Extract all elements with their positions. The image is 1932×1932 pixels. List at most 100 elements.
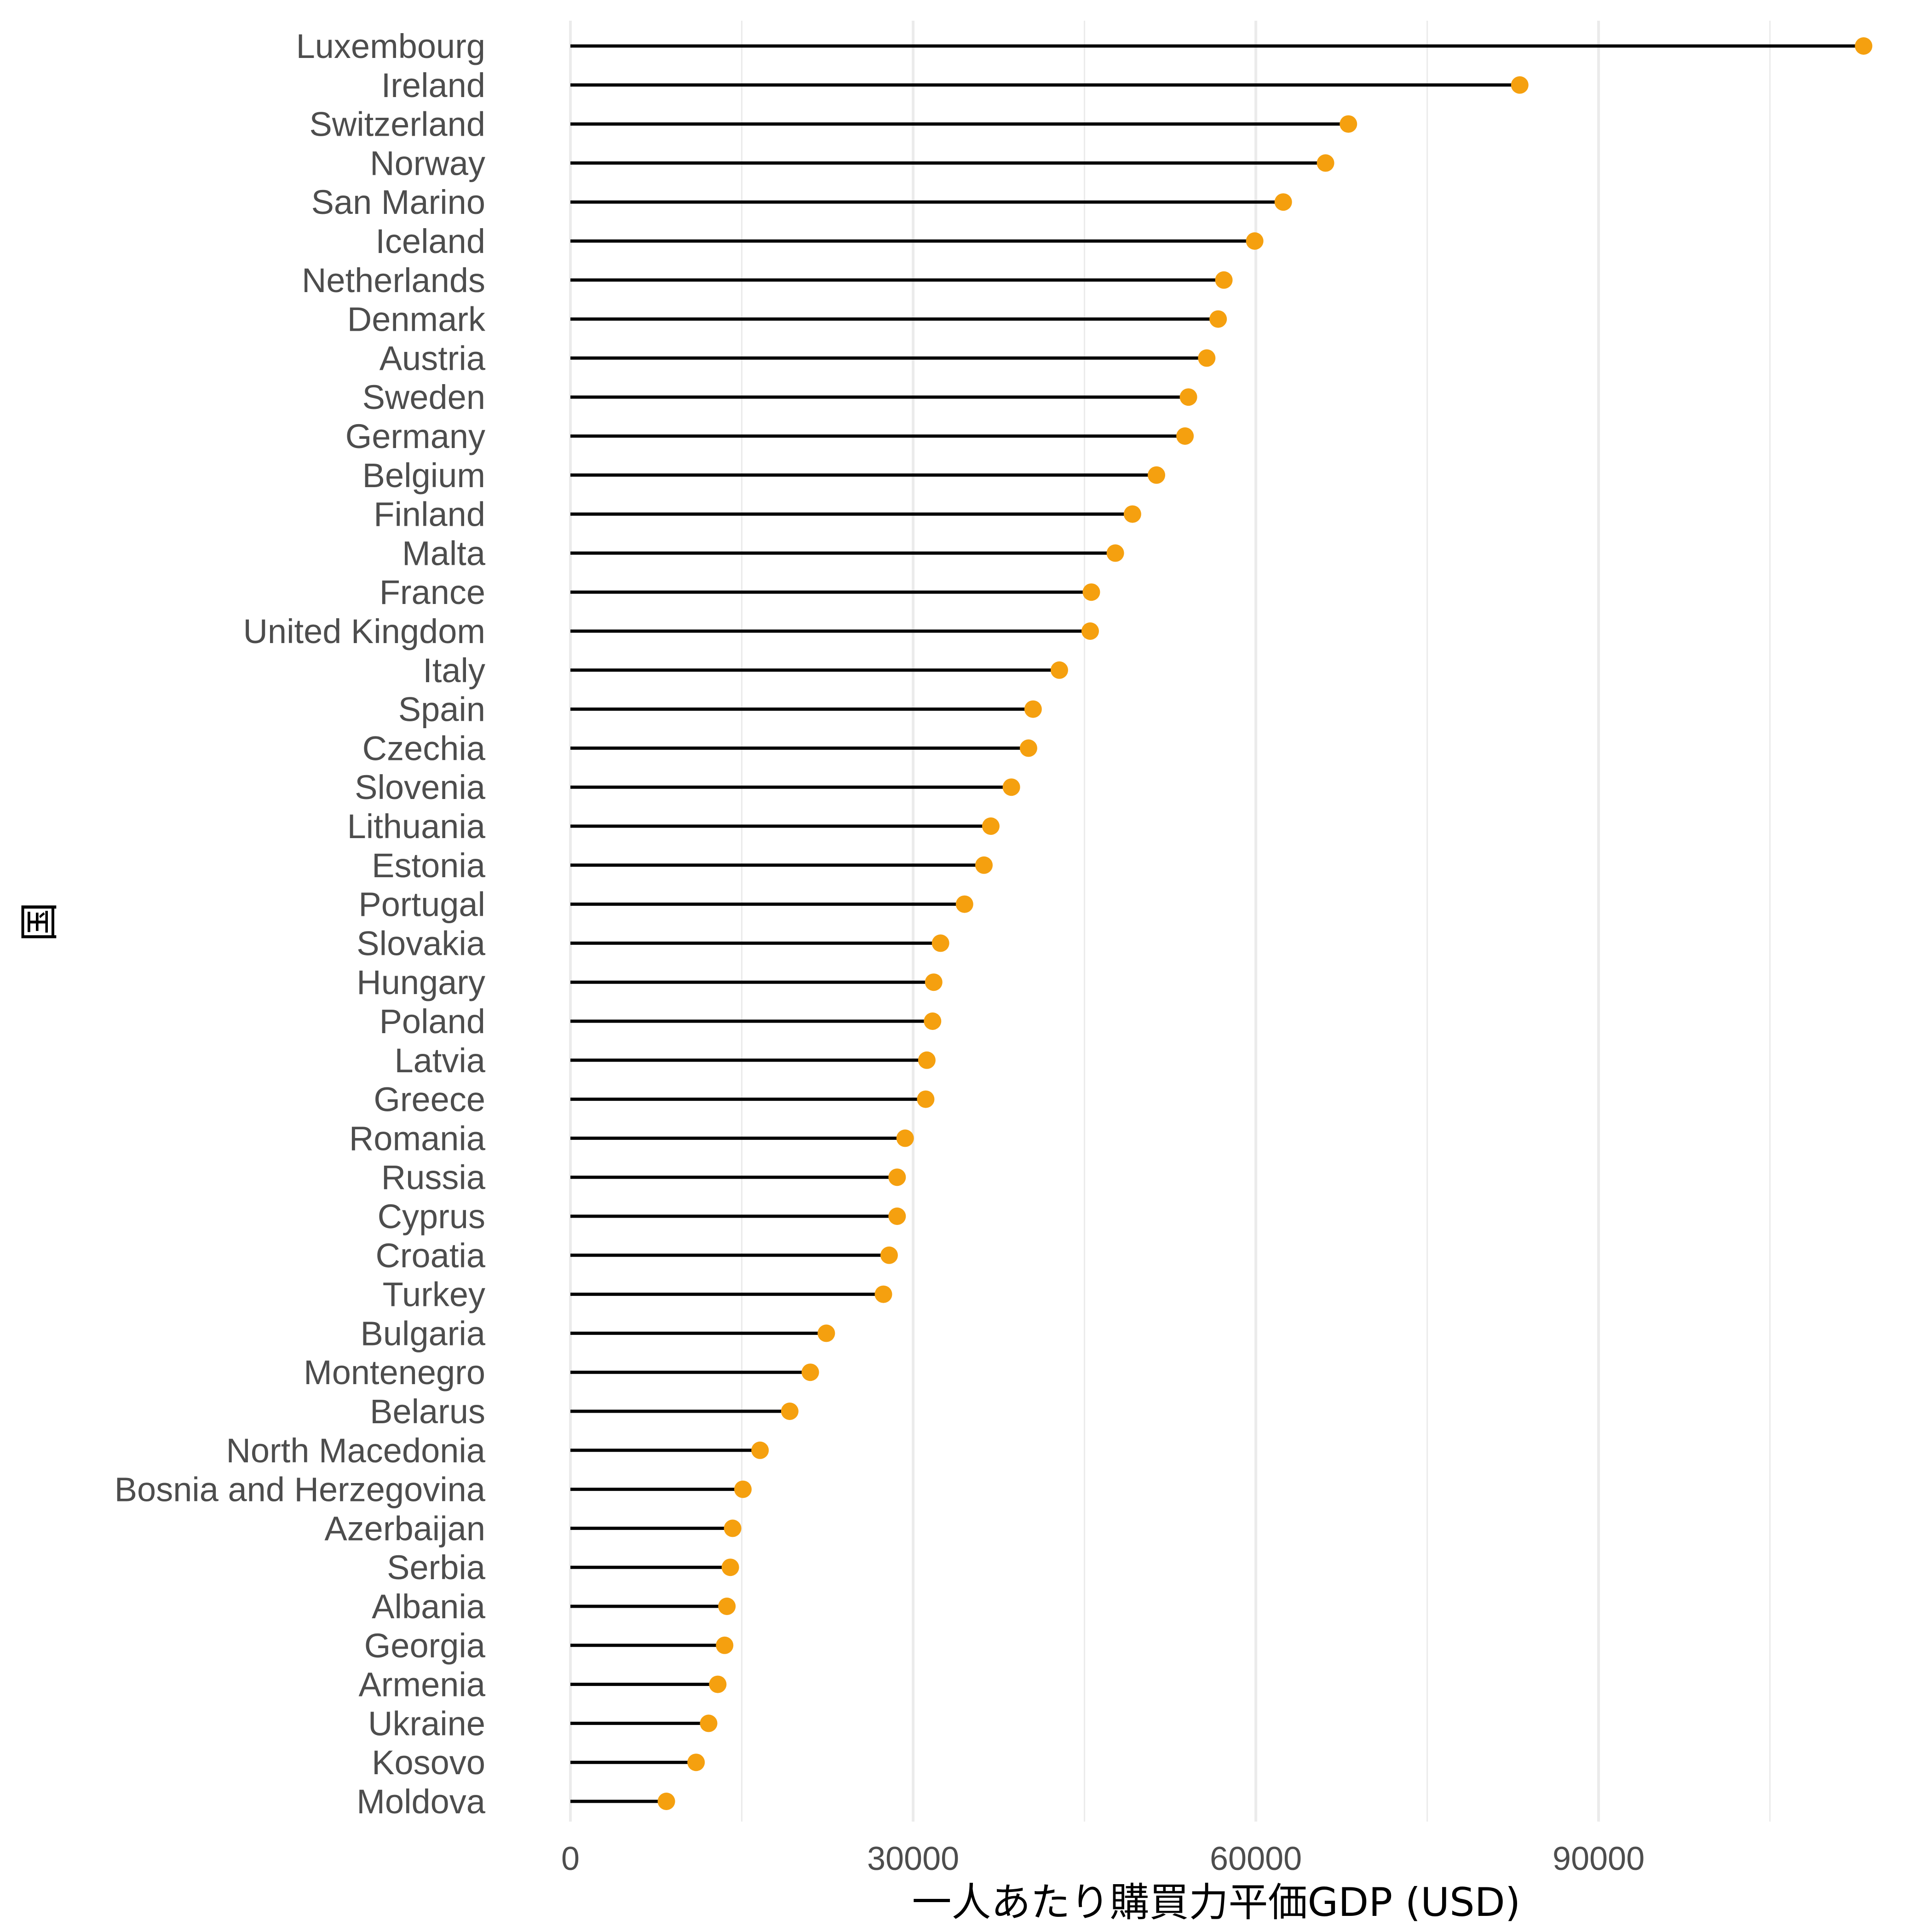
- stems: [570, 44, 1864, 1803]
- lollipop-point: [1855, 37, 1873, 55]
- x-tick-label: 60000: [1210, 1840, 1302, 1877]
- y-tick-label: Russia: [381, 1158, 486, 1196]
- lollipop-point: [1082, 583, 1100, 601]
- lollipop-point: [1050, 661, 1068, 679]
- y-tick-label: Moldova: [356, 1782, 486, 1821]
- y-tick-label: Lithuania: [347, 807, 486, 845]
- lollipop-point: [734, 1480, 752, 1498]
- x-tick-labels: 0 30000 60000 90000: [561, 1840, 1644, 1877]
- lollipop-point: [924, 1012, 942, 1030]
- lollipop-point: [1123, 505, 1141, 523]
- y-tick-label: Switzerland: [309, 105, 485, 144]
- y-tick-label: Spain: [398, 690, 485, 729]
- y-tick-label: Cyprus: [378, 1197, 485, 1236]
- y-tick-label: Portugal: [358, 886, 485, 924]
- lollipop-point: [1081, 622, 1099, 640]
- lollipop-point: [1246, 232, 1264, 250]
- y-tick-label: Ireland: [381, 66, 485, 104]
- lollipop-point: [709, 1675, 727, 1693]
- y-tick-label: Bosnia and Herzegovina: [115, 1471, 486, 1509]
- lollipop-point: [1106, 544, 1124, 562]
- y-tick-label: San Marino: [311, 183, 485, 221]
- lollipop-point: [982, 817, 1000, 835]
- lollipop-point: [925, 973, 943, 991]
- lollipop-point: [874, 1285, 892, 1303]
- lollipop-point: [781, 1403, 799, 1420]
- y-tick-label: Finland: [374, 495, 485, 534]
- y-tick-label: Poland: [380, 1002, 485, 1041]
- lollipop-point: [1019, 739, 1037, 757]
- y-tick-label: Georgia: [364, 1627, 486, 1665]
- lollipop-point: [880, 1246, 898, 1264]
- y-tick-label: Slovakia: [356, 924, 486, 962]
- y-tick-label: Sweden: [362, 378, 485, 416]
- lollipop-point: [888, 1168, 906, 1186]
- lollipop-point: [1002, 778, 1020, 796]
- lollipop-point: [700, 1714, 718, 1732]
- lollipop-point: [1024, 700, 1042, 718]
- x-tick-label: 0: [561, 1840, 580, 1877]
- y-tick-label: Slovenia: [355, 768, 486, 806]
- lollipop-point: [724, 1519, 742, 1537]
- y-tick-label: Bulgaria: [360, 1314, 485, 1352]
- lollipop-point: [1215, 271, 1233, 289]
- points: [657, 37, 1873, 1810]
- lollipop-point: [801, 1363, 819, 1381]
- y-tick-label: Austria: [380, 339, 486, 377]
- y-tick-label: Serbia: [387, 1548, 486, 1587]
- lollipop-point: [888, 1208, 906, 1225]
- y-tick-label: Greece: [374, 1081, 485, 1119]
- lollipop-point: [1340, 115, 1357, 133]
- lollipop-point: [1148, 466, 1166, 484]
- lollipop-point: [1511, 76, 1529, 94]
- x-tick-label: 30000: [867, 1840, 959, 1877]
- lollipop-point: [1176, 427, 1194, 445]
- lollipop-point: [718, 1598, 736, 1615]
- lollipop-point: [721, 1558, 739, 1576]
- y-tick-label: Estonia: [372, 846, 486, 885]
- y-tick-label: Luxembourg: [296, 27, 485, 65]
- y-tick-label: Armenia: [358, 1666, 485, 1704]
- lollipop-point: [657, 1793, 675, 1810]
- y-tick-label: Iceland: [375, 222, 485, 260]
- x-tick-label: 90000: [1552, 1840, 1644, 1877]
- lollipop-point: [917, 1090, 935, 1108]
- lollipop-point: [1209, 310, 1227, 328]
- y-tick-label: Czechia: [362, 729, 486, 767]
- lollipop-point: [955, 895, 973, 913]
- y-tick-label: Italy: [423, 651, 485, 690]
- y-tick-label: Belarus: [370, 1392, 485, 1431]
- y-tick-label: Malta: [402, 534, 486, 572]
- y-tick-label: Croatia: [375, 1236, 485, 1275]
- y-tick-label: Albania: [372, 1587, 486, 1626]
- y-tick-label: Ukraine: [368, 1704, 485, 1742]
- y-tick-label: Romania: [349, 1119, 486, 1157]
- y-tick-label: Azerbaijan: [324, 1509, 485, 1547]
- lollipop-point: [687, 1754, 705, 1771]
- y-tick-label: Denmark: [347, 300, 486, 339]
- lollipop-point: [716, 1636, 734, 1654]
- y-tick-label: Germany: [345, 417, 485, 455]
- lollipop-point: [975, 856, 993, 874]
- lollipop-point: [1179, 388, 1197, 406]
- y-tick-label: Hungary: [356, 963, 485, 1001]
- y-tick-label: Netherlands: [302, 261, 485, 299]
- x-axis-title: 一人あたり購買力平価GDP (USD): [912, 1880, 1521, 1926]
- y-tick-label: North Macedonia: [226, 1432, 485, 1470]
- y-tick-label: Norway: [370, 144, 485, 182]
- y-tick-label: France: [380, 573, 485, 611]
- lollipop-point: [932, 934, 949, 952]
- gridlines: [569, 21, 1771, 1822]
- y-tick-label: Turkey: [383, 1276, 485, 1314]
- lollipop-point: [817, 1324, 835, 1342]
- y-axis-title: 国: [17, 902, 63, 942]
- y-tick-label: United Kingdom: [243, 612, 485, 650]
- lollipop-point: [1274, 193, 1292, 211]
- y-tick-label: Montenegro: [304, 1353, 485, 1392]
- lollipop-point: [1317, 154, 1334, 172]
- y-tick-label: Belgium: [362, 456, 485, 494]
- lollipop-point: [896, 1129, 914, 1147]
- lollipop-point: [1198, 349, 1216, 367]
